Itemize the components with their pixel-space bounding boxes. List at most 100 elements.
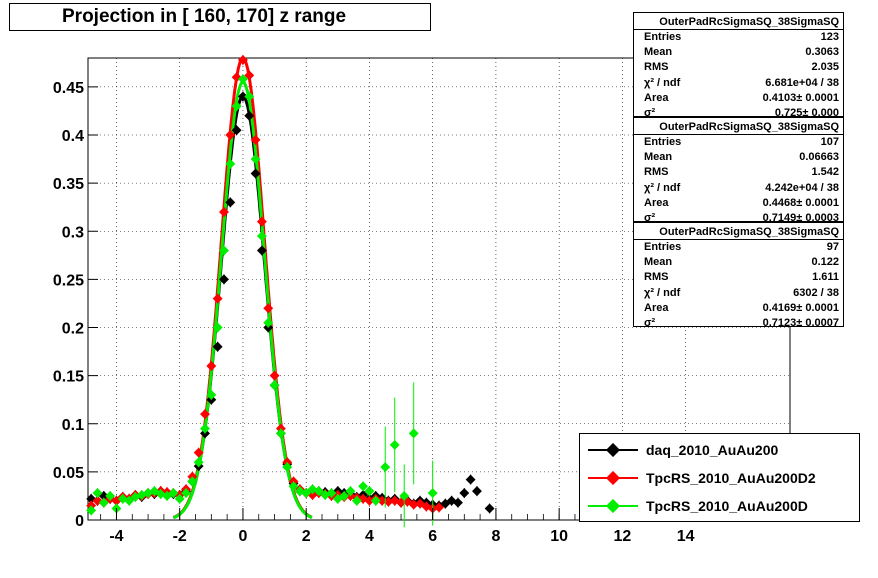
x-tick-label: 2 (302, 528, 311, 545)
stats-row-sigma: σ² 0.725± 0.000 (644, 106, 839, 119)
data-point (408, 499, 419, 510)
data-point (339, 490, 350, 501)
data-point (244, 70, 255, 81)
stats-row-chi2: χ² / ndf 4.242e+04 / 38 (644, 181, 839, 194)
data-point (434, 502, 444, 513)
data-point (237, 54, 248, 65)
data-point (269, 380, 280, 391)
data-point (250, 134, 261, 145)
stats-row-area: Area 0.4468± 0.0001 (644, 196, 839, 209)
data-point (237, 91, 248, 102)
data-point (231, 101, 242, 112)
stats-box-d: OuterPadRcSigmaSQ_38SigmaSQ Entries 97 Me… (633, 222, 844, 329)
data-point (244, 91, 255, 102)
data-point (453, 497, 463, 508)
data-point (351, 495, 362, 506)
data-point (301, 488, 312, 498)
y-tick-label: 0.1 (62, 417, 84, 434)
x-tick-label: 4 (365, 528, 374, 545)
legend-entry-d: TpcRS_2010_AuAu200D (580, 492, 859, 520)
legend-entry-d2: TpcRS_2010_AuAu200D2 (580, 464, 859, 492)
stats-row-mean: Mean 0.122 (644, 256, 839, 269)
y-tick-label: 0 (75, 513, 84, 530)
stats-row-entries: Entries 123 (644, 31, 839, 43)
y-tick-label: 0.4 (62, 128, 84, 145)
data-point (219, 274, 229, 285)
data-point (168, 488, 179, 498)
data-point (358, 481, 369, 492)
data-point (484, 503, 495, 514)
data-point (206, 389, 217, 400)
data-point (399, 490, 410, 501)
stats-row-rms: RMS 1.611 (644, 271, 839, 284)
x-tick-label: 14 (677, 528, 695, 545)
data-point (225, 197, 236, 208)
y-tick-label: 0.3 (62, 224, 84, 241)
data-point (250, 154, 261, 165)
data-point (370, 495, 381, 506)
data-point (206, 361, 217, 371)
data-point (256, 245, 267, 256)
data-point (313, 486, 324, 497)
data-point (380, 462, 391, 473)
y-tick-label: 0.15 (53, 369, 84, 386)
data-point (396, 497, 407, 508)
stats-row-sigma: σ² 0.7123± 0.0007 (644, 316, 839, 329)
stats-row-chi2: χ² / ndf 6302 / 38 (644, 286, 839, 299)
stats-row-rms: RMS 2.035 (644, 61, 839, 74)
legend-entry-daq: daq_2010_AuAu200 (580, 436, 859, 464)
data-point (427, 488, 438, 498)
data-point (200, 423, 210, 434)
data-point (459, 488, 470, 498)
stats-row-sigma: σ² 0.7149± 0.0003 (644, 211, 839, 224)
x-tick-label: 6 (428, 528, 437, 545)
data-point (389, 439, 400, 450)
data-point (244, 110, 255, 121)
plot-title-box: Projection in [ 160, 170] z range (9, 3, 431, 31)
legend-marker-icon (588, 471, 638, 485)
legend-label: TpcRS_2010_AuAu200D (646, 498, 808, 514)
legend-marker-icon (588, 499, 638, 513)
data-point (225, 130, 236, 140)
legend-label: daq_2010_AuAu200 (646, 442, 779, 458)
y-tick-label: 0.05 (53, 465, 84, 482)
y-tick-label: 0.25 (53, 272, 84, 289)
data-point (219, 207, 229, 217)
x-tick-label: 12 (614, 528, 632, 545)
stats-header: OuterPadRcSigmaSQ_38SigmaSQ (634, 13, 843, 30)
x-tick-label: 10 (550, 528, 568, 545)
data-point (288, 481, 299, 492)
stats-row-entries: Entries 107 (644, 136, 839, 148)
x-tick-label: 8 (491, 528, 500, 545)
data-point (200, 409, 210, 420)
data-point (263, 303, 274, 314)
data-point (256, 216, 267, 227)
data-point (465, 474, 476, 485)
legend-label: TpcRS_2010_AuAu200D2 (646, 470, 816, 486)
x-tick-label: -4 (109, 528, 123, 545)
axes: -4 -2 0 2 4 6 8 10 12 14 0 0.05 0.1 0.15 0.2 0.25 0.3 0.3… (53, 80, 766, 545)
x-tick-label: 0 (238, 528, 247, 545)
data-point (256, 231, 267, 242)
legend-marker-icon (588, 443, 638, 457)
data-point (174, 493, 185, 504)
data-point (225, 158, 236, 169)
stats-row-area: Area 0.4103± 0.0001 (644, 91, 839, 104)
data-point (364, 486, 375, 497)
stats-header: OuterPadRcSigmaSQ_38SigmaSQ (634, 118, 843, 135)
y-tick-label: 0.45 (53, 80, 84, 97)
data-point (181, 488, 191, 498)
data-point (250, 168, 261, 179)
x-tick-label: -2 (173, 528, 187, 545)
data-point (275, 428, 286, 439)
plot-title: Projection in [ 160, 170] z range (62, 6, 347, 27)
data-point (377, 495, 388, 506)
stats-row-chi2: χ² / ndf 6.681e+04 / 38 (644, 76, 839, 89)
y-tick-label: 0.35 (53, 176, 84, 193)
stats-box-daq: OuterPadRcSigmaSQ_38SigmaSQ Entries 123 M… (633, 12, 844, 119)
data-point (345, 486, 356, 497)
data-point (212, 322, 223, 333)
y-tick-label: 0.2 (62, 321, 84, 338)
data-point (326, 488, 337, 498)
data-point (219, 245, 229, 256)
